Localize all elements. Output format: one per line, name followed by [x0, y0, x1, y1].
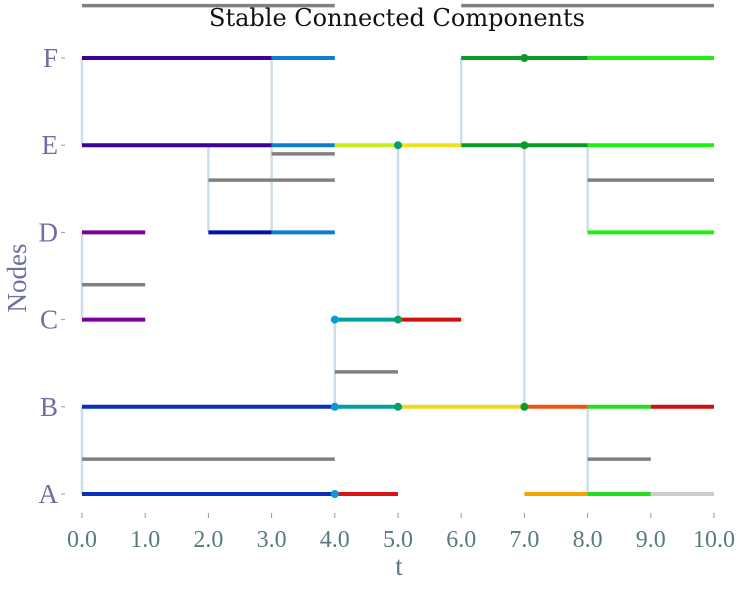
x-tick-label: 6.0 — [446, 527, 476, 553]
x-tick-label: 3.0 — [257, 527, 287, 553]
y-tick-label-f: F — [43, 43, 58, 73]
points-group — [330, 54, 529, 498]
point-c — [394, 315, 402, 324]
x-axis: 0.0 1.0 2.0 3.0 4.0 5.0 6.0 7.0 8.0 9.0 10.0 — [67, 513, 735, 553]
chart-title: Stable Connected Components — [209, 4, 585, 32]
y-tick-label-d: D — [39, 217, 59, 247]
segments-group — [82, 56, 714, 496]
y-tick-label-c: C — [40, 305, 58, 335]
point-a — [330, 490, 339, 498]
x-tick-label: 10.0 — [693, 527, 735, 553]
y-tick-label-b: B — [40, 392, 58, 422]
point-f — [520, 54, 529, 62]
y-axis-label: Nodes — [2, 244, 32, 313]
x-tick-label: 0.0 — [67, 527, 97, 553]
x-tick-label: 2.0 — [193, 527, 223, 553]
point-b — [330, 402, 339, 411]
point-b — [394, 402, 402, 411]
x-tick-label: 8.0 — [573, 527, 603, 553]
x-tick-label: 9.0 — [636, 527, 666, 553]
x-axis-label: t — [395, 551, 403, 581]
y-axis: A B C D E F — [39, 43, 65, 509]
x-tick-label: 4.0 — [320, 527, 350, 553]
gray-links-group — [82, 3, 714, 461]
y-tick-label-a: A — [39, 479, 59, 509]
point-c — [330, 315, 339, 324]
point-b — [520, 402, 529, 411]
x-tick-label: 1.0 — [130, 527, 160, 553]
vertical-links-group — [80, 58, 589, 494]
x-tick-label: 7.0 — [509, 527, 539, 553]
x-tick-label: 5.0 — [383, 527, 413, 553]
point-e — [394, 141, 402, 150]
y-tick-label-e: E — [42, 130, 59, 160]
point-e — [520, 141, 529, 150]
